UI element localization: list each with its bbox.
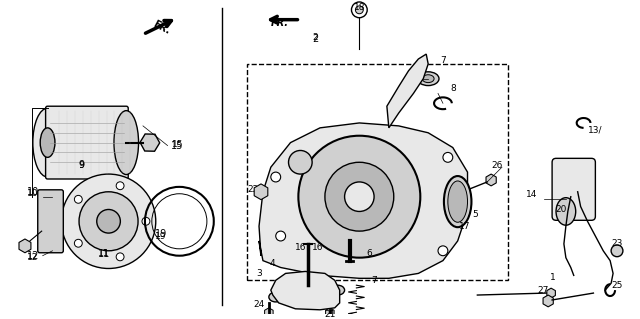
- Circle shape: [74, 239, 83, 247]
- Circle shape: [611, 245, 623, 257]
- Text: 6: 6: [366, 249, 372, 258]
- Polygon shape: [387, 54, 428, 128]
- Text: 2: 2: [312, 34, 318, 44]
- Text: 1: 1: [550, 273, 556, 282]
- Circle shape: [443, 152, 452, 162]
- Circle shape: [438, 246, 448, 256]
- FancyBboxPatch shape: [45, 106, 128, 179]
- Text: 16: 16: [294, 243, 306, 252]
- FancyBboxPatch shape: [38, 190, 63, 253]
- Ellipse shape: [417, 72, 439, 85]
- Ellipse shape: [448, 181, 468, 222]
- Text: 3: 3: [256, 269, 262, 278]
- Bar: [247, 64, 508, 280]
- FancyBboxPatch shape: [552, 158, 595, 220]
- Text: 19: 19: [155, 232, 166, 241]
- Text: 9: 9: [78, 160, 84, 170]
- Text: FR.: FR.: [151, 19, 172, 36]
- Ellipse shape: [422, 75, 434, 83]
- Polygon shape: [271, 271, 340, 310]
- Text: 8: 8: [450, 84, 456, 93]
- Text: 14: 14: [526, 190, 537, 199]
- Text: 23: 23: [611, 239, 623, 249]
- Text: 13/: 13/: [588, 125, 603, 134]
- Text: 11: 11: [97, 249, 109, 259]
- Text: 12: 12: [27, 251, 39, 261]
- Polygon shape: [259, 123, 468, 278]
- Circle shape: [289, 151, 312, 174]
- Text: 20: 20: [556, 205, 566, 214]
- Circle shape: [344, 182, 374, 211]
- Text: 18: 18: [353, 4, 365, 12]
- Circle shape: [276, 231, 285, 241]
- Circle shape: [74, 195, 83, 203]
- Text: 22: 22: [248, 185, 259, 194]
- Ellipse shape: [40, 128, 55, 157]
- Text: 2: 2: [312, 33, 318, 42]
- Text: 27: 27: [538, 286, 549, 295]
- Text: 9: 9: [78, 161, 84, 170]
- Ellipse shape: [114, 111, 138, 174]
- Circle shape: [325, 162, 394, 231]
- Text: 5: 5: [472, 210, 478, 219]
- Text: 15: 15: [172, 140, 183, 149]
- Ellipse shape: [331, 285, 344, 295]
- Ellipse shape: [556, 198, 576, 225]
- Circle shape: [79, 192, 138, 251]
- Ellipse shape: [444, 176, 472, 227]
- Text: 25: 25: [611, 281, 623, 290]
- Circle shape: [355, 6, 364, 14]
- Text: 11: 11: [98, 249, 109, 258]
- Text: 12: 12: [27, 253, 38, 262]
- Circle shape: [116, 182, 124, 190]
- Ellipse shape: [33, 108, 62, 177]
- Text: 17: 17: [459, 222, 470, 231]
- Circle shape: [97, 210, 120, 233]
- Text: 24: 24: [253, 300, 265, 309]
- Text: 16: 16: [312, 243, 324, 252]
- Text: 7: 7: [440, 56, 446, 65]
- Text: 26: 26: [492, 161, 502, 170]
- Circle shape: [298, 136, 420, 258]
- Circle shape: [142, 217, 150, 225]
- Text: 4: 4: [270, 259, 276, 268]
- Text: 21: 21: [324, 310, 335, 319]
- Text: 7: 7: [371, 276, 377, 285]
- Circle shape: [271, 172, 281, 182]
- Text: 19: 19: [154, 229, 167, 239]
- Text: 10: 10: [27, 189, 38, 198]
- Text: 15: 15: [172, 141, 184, 151]
- Text: FR.: FR.: [271, 18, 289, 28]
- Circle shape: [116, 253, 124, 261]
- Circle shape: [61, 174, 156, 269]
- Text: 10: 10: [27, 187, 39, 197]
- Ellipse shape: [269, 292, 283, 302]
